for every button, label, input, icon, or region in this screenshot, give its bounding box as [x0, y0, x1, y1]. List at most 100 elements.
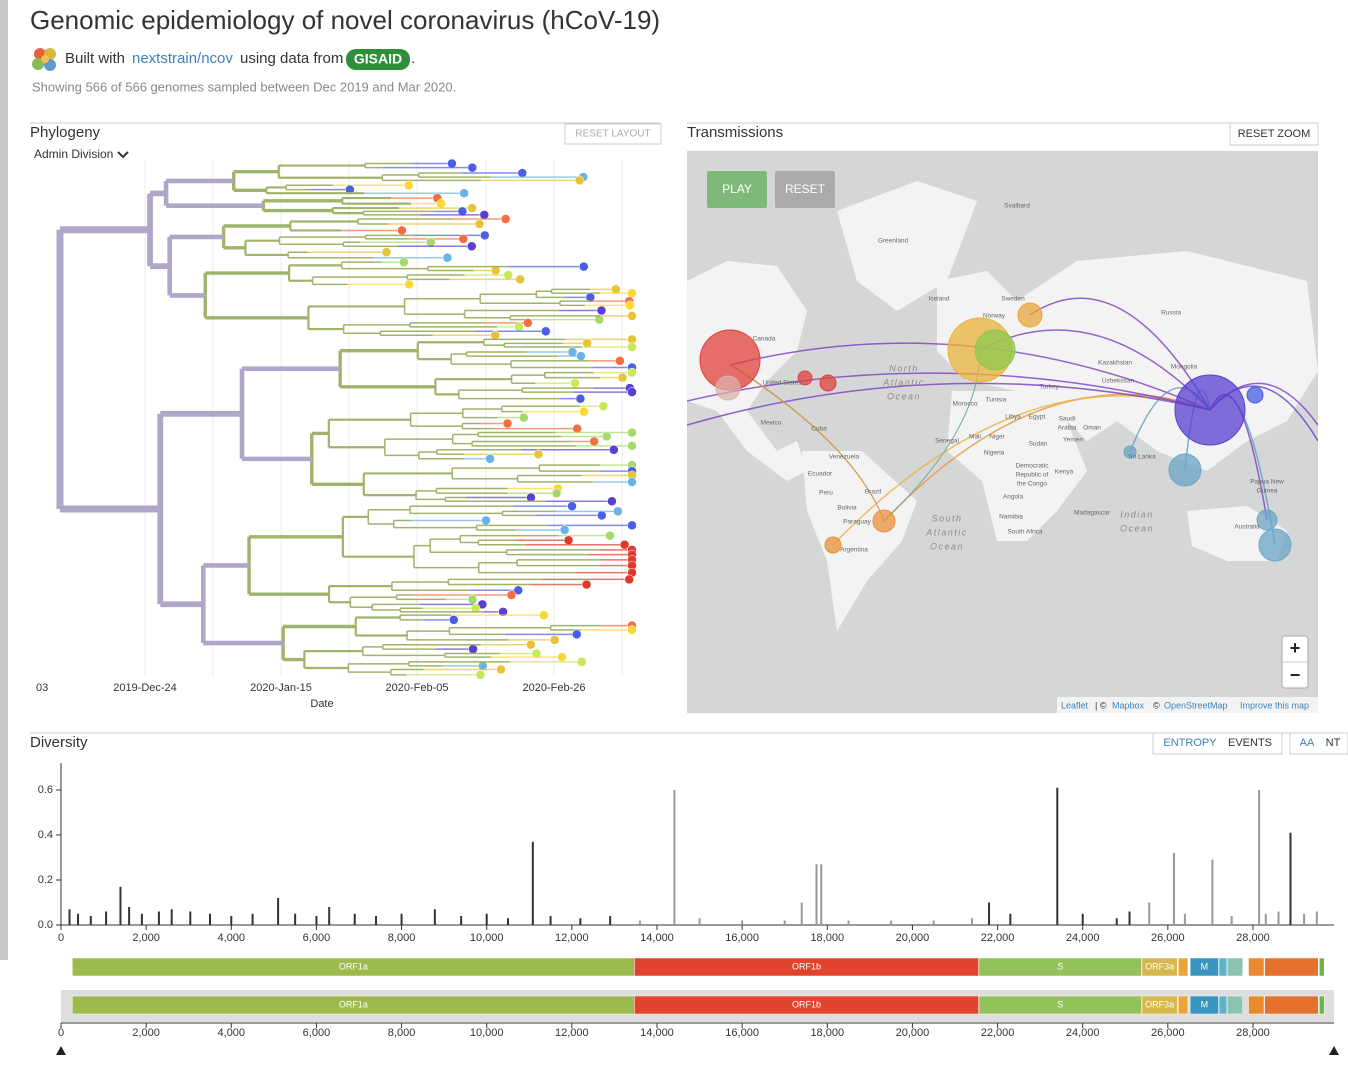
reset-layout-button[interactable]	[564, 123, 662, 145]
entropy-bar	[1128, 911, 1131, 925]
tip	[596, 305, 607, 316]
toggle[interactable]: NT	[1326, 737, 1341, 749]
gisaid-badge[interactable]	[346, 49, 410, 70]
tip	[526, 639, 536, 650]
page-title: Genomic epidemiology of novel coronaviru…	[30, 5, 660, 35]
entropy-bar	[433, 909, 436, 925]
x-tick-label: 24,000	[1066, 932, 1100, 944]
ocean-label: North	[889, 363, 919, 373]
map-label: Uzbekistan	[1102, 378, 1135, 385]
play-button[interactable]	[707, 171, 767, 208]
x-tick-label: 16,000	[725, 1027, 759, 1039]
logo	[32, 48, 56, 71]
map-label: Democratic	[1016, 463, 1050, 470]
entropy-bar	[328, 907, 331, 925]
tip	[541, 326, 551, 337]
tip	[567, 347, 578, 357]
location	[1017, 302, 1043, 328]
zoom-out[interactable]: −	[1290, 665, 1301, 685]
entropy-bar	[230, 916, 233, 925]
tip	[475, 670, 486, 680]
location	[1123, 445, 1137, 459]
ocean-label: Indian	[1120, 509, 1154, 519]
map-label: Bolivia	[837, 505, 857, 512]
map-label: Cuba	[811, 426, 827, 433]
tip	[572, 629, 582, 640]
entropy-bar	[609, 916, 612, 925]
tip	[594, 314, 604, 325]
location	[819, 374, 837, 392]
x-tick-label: 0	[58, 932, 64, 944]
map-label: South Africa	[1007, 529, 1042, 536]
entropy-bar	[673, 790, 676, 925]
tip	[468, 644, 478, 654]
tip	[627, 427, 637, 438]
brush-handles[interactable]	[56, 1046, 1339, 1055]
location	[872, 509, 896, 533]
map-label: Saudi	[1059, 416, 1076, 423]
attribution-link[interactable]: OpenStreetMap	[1164, 700, 1228, 710]
toggle[interactable]: EVENTS	[1228, 737, 1272, 749]
entropy-bar	[1056, 787, 1059, 925]
attribution-link[interactable]: Improve this map	[1240, 700, 1309, 710]
x-tick-label: 6,000	[303, 1027, 331, 1039]
entropy-bar	[353, 913, 356, 925]
entropy-chart: 0.0 0.2 0.4 0.6 0 0 2,000 2,000 4,000 4,000 6,000 6…	[38, 763, 1334, 1039]
tip	[526, 492, 536, 503]
y-tick-label: 0.4	[38, 829, 53, 841]
entropy-bar	[741, 920, 744, 925]
entropy-bar	[1115, 918, 1118, 925]
tip	[627, 625, 637, 635]
entropy-bar	[251, 913, 254, 925]
tip	[496, 664, 506, 675]
gene	[1319, 995, 1325, 1015]
tip	[458, 234, 469, 244]
entropy-bar	[1081, 913, 1084, 925]
reset-zoom-button[interactable]	[1229, 122, 1319, 146]
gene-label: ORF1a	[339, 999, 368, 1009]
tip	[579, 406, 589, 417]
attribution-link[interactable]: Leaflet	[1061, 700, 1089, 710]
toggle[interactable]: AA	[1300, 737, 1315, 749]
tip	[503, 270, 513, 280]
map-label: Angola	[1003, 494, 1024, 501]
map-label: Nigeria	[984, 450, 1005, 457]
entropy-bar	[1303, 913, 1306, 925]
play-label: PLAY	[722, 182, 752, 196]
tip	[575, 393, 586, 404]
y-tick-label: 0.2	[38, 874, 53, 886]
tip	[403, 180, 414, 191]
entropy-bar	[294, 913, 297, 925]
location	[1246, 386, 1264, 404]
gene-label: M	[1201, 961, 1209, 971]
attribution-link[interactable]: Mapbox	[1112, 700, 1145, 710]
tip	[605, 530, 615, 541]
reset-label: RESET	[785, 182, 826, 196]
toggle[interactable]: ENTROPY	[1163, 737, 1217, 749]
entropy-bar	[1148, 902, 1151, 925]
tip	[459, 188, 469, 198]
tip	[523, 318, 533, 328]
x-tick-label: 26,000	[1151, 932, 1185, 944]
x-tick-label: 2,000	[132, 1027, 160, 1039]
gene-label: S	[1057, 999, 1063, 1009]
gene	[1264, 957, 1319, 977]
map-label: Iceland	[929, 296, 950, 303]
panel-title: Phylogeny	[30, 124, 101, 141]
entropy-bar	[1172, 853, 1175, 925]
entropy-bar	[1289, 832, 1292, 925]
period: .	[411, 50, 415, 67]
link[interactable]: nextstrain/ncov	[132, 50, 233, 67]
reset-button[interactable]	[775, 171, 835, 208]
entropy-bar	[460, 916, 463, 925]
map[interactable]: Svalbard Greenland Iceland Sweden Norway…	[687, 151, 1318, 713]
attribution-bg	[1057, 697, 1318, 713]
x-tick-label: 10,000	[470, 932, 504, 944]
zoom-in[interactable]: +	[1290, 638, 1301, 658]
tip	[467, 162, 478, 173]
tip	[479, 210, 490, 220]
map-label: Turkey	[1039, 384, 1059, 391]
x-tick-label: 2020-Feb-26	[523, 682, 586, 694]
color-by-select[interactable]: Admin Division	[34, 147, 113, 161]
tip	[485, 454, 495, 464]
